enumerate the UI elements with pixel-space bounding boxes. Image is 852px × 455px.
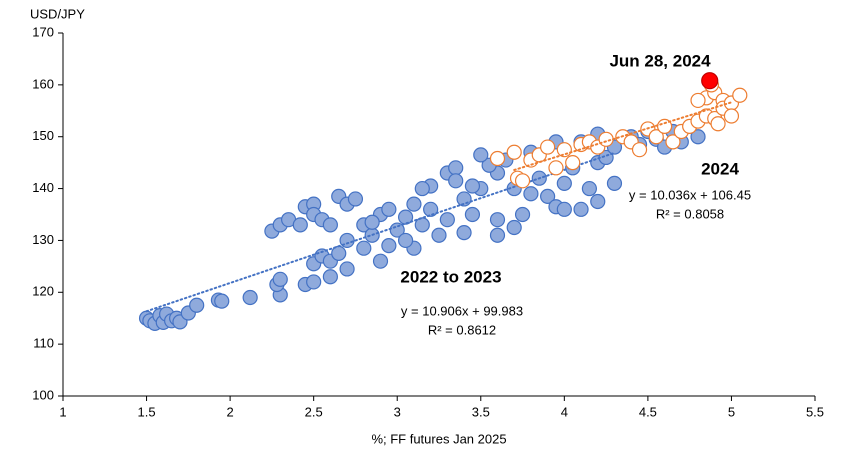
trend-equation: y = 10.906x + 99.983 <box>401 303 523 318</box>
point <box>189 297 205 313</box>
point <box>506 144 522 160</box>
point <box>381 238 397 254</box>
point <box>514 206 531 223</box>
y-tick-label: 130 <box>32 232 54 247</box>
point <box>514 173 531 189</box>
point <box>556 201 572 217</box>
point <box>581 180 598 197</box>
point <box>439 212 455 228</box>
point <box>701 72 719 90</box>
y-tick-label: 150 <box>32 128 54 143</box>
series-label: 2024 <box>701 159 739 178</box>
y-tick-label: 140 <box>32 180 54 195</box>
point <box>690 92 706 109</box>
point <box>590 193 606 210</box>
point <box>710 116 726 132</box>
point <box>723 108 740 124</box>
point <box>322 217 338 233</box>
y-tick-label: 100 <box>32 387 54 402</box>
point <box>556 142 572 158</box>
point <box>489 212 506 228</box>
point <box>548 160 564 176</box>
point <box>242 289 258 306</box>
point <box>397 209 414 225</box>
point <box>372 253 389 269</box>
point <box>556 175 572 191</box>
trend-equation: y = 10.036x + 106.45 <box>629 187 751 202</box>
point <box>381 201 397 217</box>
point <box>489 150 506 167</box>
point <box>431 227 447 243</box>
point <box>292 217 308 233</box>
point <box>631 142 648 158</box>
x-tick-label: 4 <box>561 404 568 419</box>
x-axis-label: %; FF futures Jan 2025 <box>371 431 506 446</box>
y-tick-label: 160 <box>32 76 54 91</box>
trend-r-squared: R² = 0.8612 <box>428 322 496 337</box>
point <box>414 180 430 197</box>
point <box>406 196 422 212</box>
point <box>606 175 623 191</box>
x-tick-label: 3 <box>394 404 401 419</box>
trendline <box>145 151 616 313</box>
point <box>448 160 464 176</box>
point <box>565 155 581 171</box>
point <box>347 191 364 207</box>
point <box>214 293 230 309</box>
point <box>364 214 380 230</box>
series <box>701 72 719 90</box>
trend-r-squared: R² = 0.8058 <box>656 206 724 221</box>
point <box>489 227 506 243</box>
y-tick-label: 120 <box>32 284 54 299</box>
point <box>473 147 489 163</box>
series-label: 2022 to 2023 <box>400 267 501 286</box>
y-axis-label: USD/JPY <box>30 6 85 21</box>
point <box>540 139 556 155</box>
point <box>523 186 539 202</box>
series <box>138 123 706 331</box>
point <box>573 201 589 217</box>
y-tick-label: 110 <box>33 336 54 351</box>
point <box>306 274 322 290</box>
x-tick-label: 5 <box>728 404 735 419</box>
point <box>690 129 706 145</box>
series-label: Jun 28, 2024 <box>609 51 711 70</box>
point <box>598 131 614 147</box>
point <box>414 217 430 233</box>
x-tick-label: 3.5 <box>472 404 490 419</box>
point <box>540 188 556 204</box>
point <box>339 261 355 277</box>
x-tick-label: 5.5 <box>806 404 824 419</box>
point <box>272 271 288 287</box>
point <box>464 206 481 223</box>
point <box>456 225 472 241</box>
point <box>665 134 681 150</box>
x-tick-label: 1 <box>59 404 66 419</box>
x-tick-label: 1.5 <box>138 404 156 419</box>
x-tick-label: 2.5 <box>305 404 323 419</box>
point <box>448 173 464 189</box>
point <box>356 240 372 256</box>
point <box>322 269 338 285</box>
x-tick-label: 2 <box>226 404 233 419</box>
point <box>464 178 481 194</box>
point <box>397 232 414 249</box>
series <box>489 77 748 189</box>
y-tick-label: 170 <box>32 24 54 39</box>
point <box>648 129 664 145</box>
point <box>423 201 439 217</box>
point <box>506 219 522 236</box>
trendline <box>513 101 733 171</box>
point <box>732 87 748 103</box>
x-tick-label: 4.5 <box>639 404 657 419</box>
